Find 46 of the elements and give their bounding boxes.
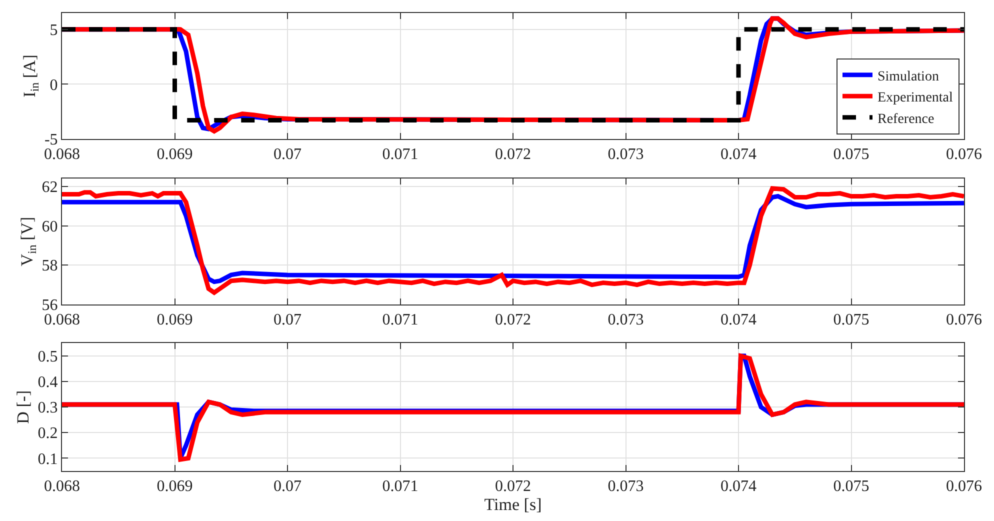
- y-tick-label: 0: [50, 76, 58, 94]
- legend-label: Reference: [877, 112, 934, 127]
- y-axis-title: D [-]: [13, 390, 32, 424]
- x-tick-label: 0.073: [608, 146, 644, 164]
- x-tick-label: 0.073: [608, 478, 644, 496]
- x-tick-label: 0.069: [156, 312, 193, 329]
- y-tick-label: 0.1: [38, 450, 58, 468]
- line-series: [62, 194, 964, 284]
- x-tick-label: 0.068: [44, 146, 80, 164]
- y-tick-label: 58: [42, 258, 58, 275]
- x-tick-label: 0.069: [156, 478, 193, 496]
- y-tick-label: 56: [42, 297, 58, 314]
- y-tick-label: 0.2: [38, 425, 58, 442]
- x-tick-label: 0.068: [44, 312, 80, 329]
- y-tick-label: 5: [50, 22, 58, 40]
- x-tick-label: 0.074: [720, 146, 756, 164]
- x-tick-label: 0.07: [274, 146, 302, 164]
- x-tick-label: 0.076: [946, 146, 982, 164]
- x-tick-label: 0.07: [274, 312, 302, 329]
- x-tick-label: 0.073: [608, 312, 644, 329]
- x-tick-label: 0.074: [720, 478, 756, 496]
- y-tick-label: 62: [42, 179, 58, 196]
- x-tick-label: 0.074: [720, 312, 756, 329]
- y-tick-label: 0.4: [38, 374, 58, 392]
- y-tick-label: 0.3: [38, 400, 58, 417]
- x-tick-label: 0.071: [382, 312, 418, 329]
- x-tick-label: 0.071: [382, 478, 418, 496]
- x-tick-label: 0.069: [156, 146, 193, 164]
- legend-label: Experimental: [877, 90, 954, 106]
- x-tick-label: 0.072: [495, 478, 531, 496]
- x-tick-label: 0.072: [495, 312, 531, 329]
- x-tick-label: 0.075: [833, 478, 870, 496]
- x-tick-label: 0.071: [382, 146, 418, 164]
- x-tick-label: 0.068: [44, 478, 80, 496]
- x-axis-title: Time [s]: [484, 495, 542, 514]
- x-tick-label: 0.076: [946, 312, 982, 329]
- x-tick-label: 0.075: [833, 312, 870, 329]
- x-tick-label: 0.07: [274, 478, 302, 496]
- x-tick-label: 0.075: [833, 146, 870, 164]
- y-tick-label: -5: [44, 132, 58, 148]
- x-tick-label: 0.072: [495, 146, 531, 164]
- line-series: [62, 186, 964, 295]
- y-tick-label: 0.5: [38, 348, 58, 366]
- x-tick-label: 0.076: [946, 478, 982, 496]
- legend-label: Simulation: [877, 69, 939, 84]
- y-tick-label: 60: [42, 218, 58, 236]
